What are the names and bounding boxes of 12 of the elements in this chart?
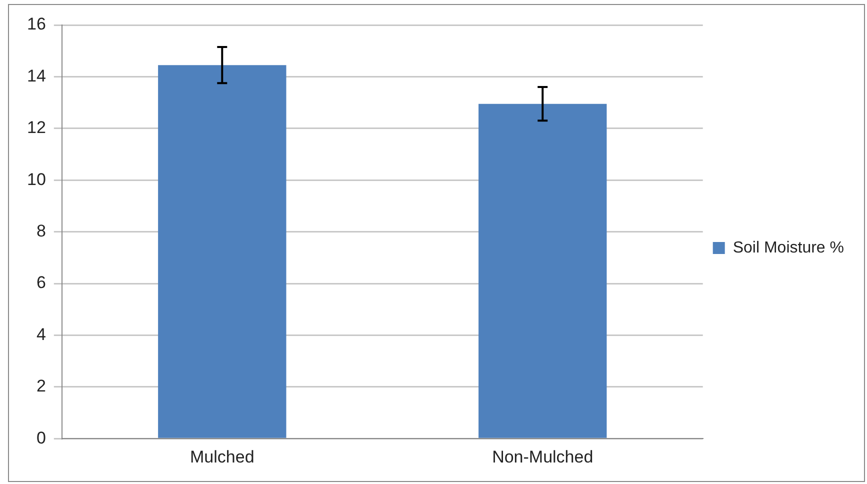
x-tick-label: Non-Mulched [492, 447, 594, 466]
y-tick-label: 4 [36, 324, 46, 344]
y-tick-label: 2 [36, 376, 46, 396]
x-tick-label: Mulched [190, 447, 254, 466]
y-tick-label: 16 [26, 14, 46, 34]
legend-label: Soil Moisture % [732, 239, 844, 256]
y-tick-label: 12 [26, 118, 46, 138]
y-tick-label: 10 [26, 170, 46, 189]
y-tick-label: 8 [36, 221, 46, 240]
y-tick-label: 14 [26, 66, 46, 86]
y-tick-label: 0 [36, 428, 46, 448]
y-tick-label: 6 [36, 273, 46, 292]
